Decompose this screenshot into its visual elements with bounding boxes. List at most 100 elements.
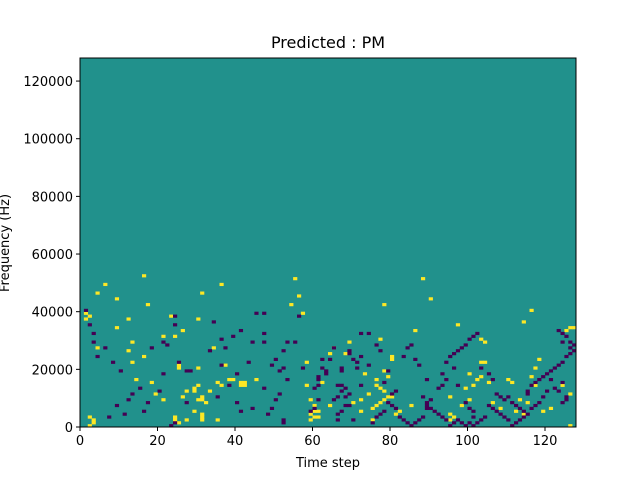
heatmap-cell-low <box>308 409 313 413</box>
heatmap-cell-low <box>421 395 426 399</box>
heatmap-cell-high <box>304 383 309 387</box>
heatmap-cell-high <box>479 375 484 379</box>
heatmap-cell-low <box>95 354 100 359</box>
heatmap-cell-low <box>436 386 441 390</box>
heatmap-cell-low <box>238 409 244 413</box>
heatmap-cell-low <box>374 415 379 419</box>
heatmap-cell-high <box>467 372 472 376</box>
heatmap-cell-low <box>339 369 344 373</box>
heatmap-cell-low <box>103 346 108 350</box>
heatmap-cell-high <box>91 421 96 425</box>
heatmap-cell-low <box>568 352 573 356</box>
heatmap-cell-high <box>564 328 569 333</box>
heatmap-cell-low <box>568 346 573 350</box>
heatmap-cell-low <box>514 403 519 408</box>
heatmap-cell-low <box>359 331 364 336</box>
heatmap-cell-high <box>521 412 526 416</box>
heatmap-cell-high <box>130 360 135 364</box>
heatmap-cell-high <box>180 395 185 399</box>
heatmap-cell-high <box>390 395 395 399</box>
heatmap-cell-low <box>506 395 511 399</box>
heatmap-cell-low <box>428 406 433 410</box>
heatmap-cell-high <box>382 398 387 402</box>
heatmap-cell-low <box>231 334 236 338</box>
heatmap-cell-low <box>452 352 457 356</box>
heatmap-cell-high <box>490 401 495 405</box>
heatmap-cell-low <box>510 401 515 405</box>
heatmap-cell-low <box>498 395 503 399</box>
heatmap-cell-low <box>572 343 577 347</box>
heatmap-cell-high <box>169 314 174 318</box>
heatmap-cell-low <box>300 366 306 370</box>
heatmap-cell-high <box>498 406 503 410</box>
heatmap-cell-low <box>122 412 127 416</box>
heatmap-cell-high <box>328 403 333 408</box>
heatmap-cell-high <box>91 418 96 422</box>
heatmap-cell-low <box>455 383 461 387</box>
y-tick-label: 100000 <box>23 133 73 148</box>
heatmap-cell-low <box>347 392 352 396</box>
heatmap-cell-high <box>517 398 523 402</box>
heatmap-cell-low <box>455 418 461 422</box>
x-tick-label: 40 <box>227 434 244 449</box>
heatmap-cell-high <box>428 297 433 301</box>
x-tick-label: 60 <box>304 434 321 449</box>
heatmap-cell-high <box>200 398 205 402</box>
heatmap-cell-low <box>130 392 135 396</box>
heatmap-cell-low <box>417 418 422 422</box>
heatmap-cell-high <box>448 412 453 416</box>
heatmap-cell-low <box>452 366 457 370</box>
heatmap-cell-high <box>343 352 348 356</box>
heatmap-cell-low <box>471 424 476 428</box>
heatmap-cell-high <box>95 346 100 350</box>
heatmap-cell-low <box>463 343 468 347</box>
heatmap-cell-high <box>378 401 383 405</box>
heatmap-cell-low <box>87 323 92 327</box>
heatmap-cell-high <box>533 366 538 370</box>
heatmap-cell-low <box>382 409 387 413</box>
heatmap-cell-low <box>486 403 492 408</box>
heatmap-cell-low <box>452 421 457 425</box>
heatmap-cell-high <box>242 383 247 387</box>
heatmap-cell-high <box>293 277 298 281</box>
heatmap-cell-low <box>572 349 577 353</box>
heatmap-cell-low <box>312 406 317 410</box>
heatmap-cell-high <box>409 403 414 408</box>
heatmap-cell-low <box>273 398 278 402</box>
heatmap-cell-high <box>390 354 395 359</box>
heatmap-cell-low <box>556 389 561 393</box>
heatmap-cell-low <box>91 331 96 336</box>
heatmap-cell-high <box>378 386 383 390</box>
heatmap-cell-high <box>173 418 178 422</box>
heatmap-cell-low <box>188 369 193 373</box>
heatmap-cell-low <box>235 401 240 405</box>
heatmap-cell-low <box>386 401 391 405</box>
heatmap-cell-low <box>343 403 348 408</box>
heatmap-cell-low <box>111 360 116 364</box>
heatmap-cell-high <box>479 360 484 364</box>
heatmap-cell-low <box>339 389 344 393</box>
heatmap-cell-high <box>328 352 333 356</box>
heatmap-cell-low <box>335 383 340 387</box>
heatmap-cell-low <box>506 418 511 422</box>
heatmap-cell-low <box>545 372 550 376</box>
heatmap-cell-low <box>533 380 538 385</box>
heatmap-cell-high <box>196 383 201 387</box>
heatmap-cell-low <box>382 380 387 385</box>
heatmap-cell-low <box>440 372 445 376</box>
heatmap-cell-high <box>126 317 131 321</box>
heatmap-cell-low <box>184 369 189 373</box>
heatmap-cell-low <box>552 386 557 390</box>
heatmap-cell-high <box>204 401 209 405</box>
heatmap-cell-low <box>297 314 302 318</box>
heatmap-cell-high <box>126 349 131 353</box>
heatmap-cell-low <box>343 395 348 399</box>
heatmap-cell-low <box>525 389 530 393</box>
heatmap-cell-low <box>397 415 402 419</box>
heatmap-cell-low <box>262 311 267 315</box>
heatmap-cell-high <box>393 412 399 416</box>
heatmap-cell-low <box>293 340 298 344</box>
heatmap-cell-low <box>471 415 476 419</box>
heatmap-cell-low <box>560 331 565 336</box>
heatmap-cell-low <box>169 424 174 428</box>
